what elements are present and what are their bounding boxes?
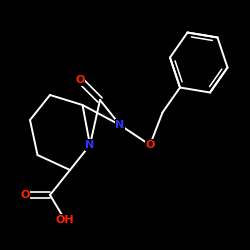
Text: O: O [145, 140, 155, 150]
Text: O: O [20, 190, 30, 200]
Text: N: N [116, 120, 124, 130]
Text: N: N [86, 140, 94, 150]
Text: O: O [75, 75, 85, 85]
Text: OH: OH [56, 215, 74, 225]
